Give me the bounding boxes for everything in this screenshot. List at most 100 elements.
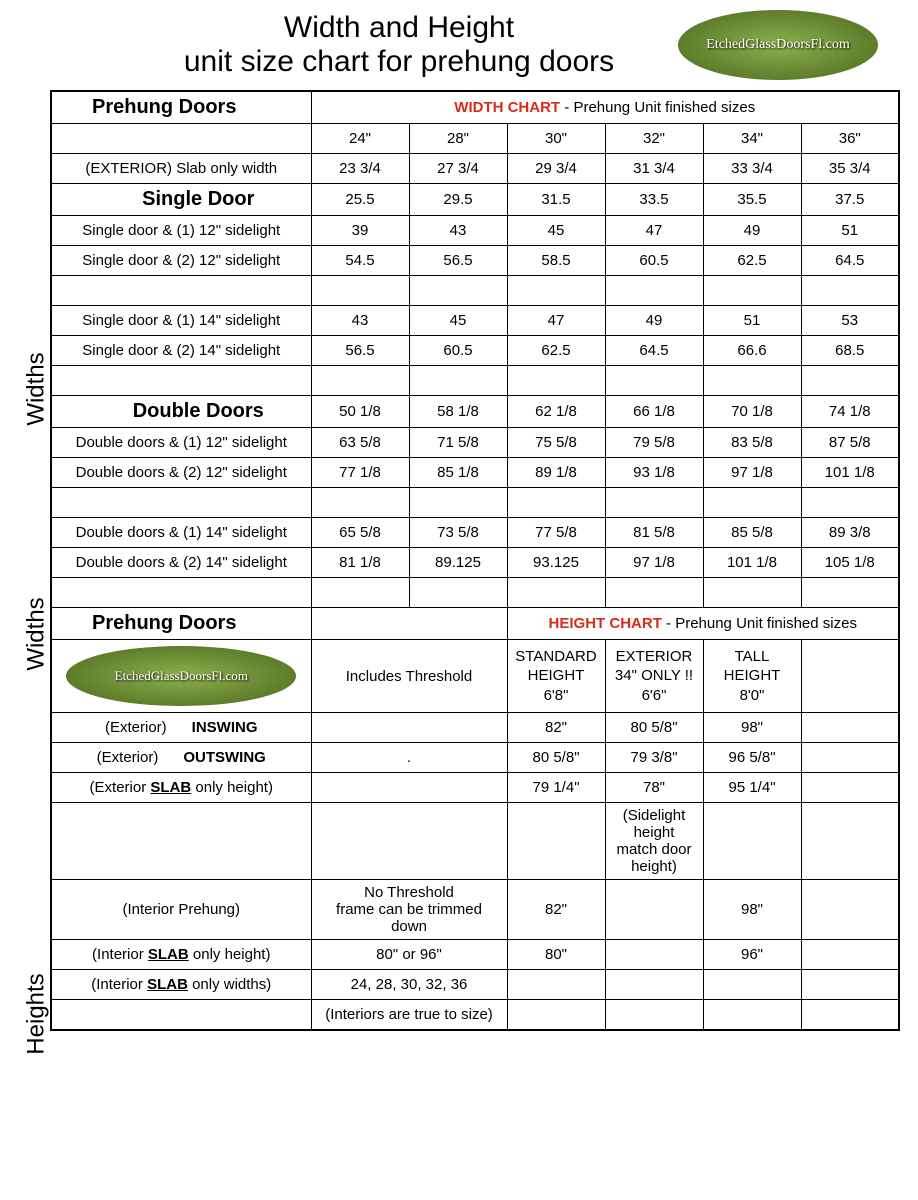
table-row: Double doors & (1) 14" sidelight65 5/873… xyxy=(51,518,899,548)
cell: 81 1/8 xyxy=(311,548,409,578)
cell xyxy=(801,366,899,396)
cell: 85 5/8 xyxy=(703,518,801,548)
cell xyxy=(801,743,899,773)
cell: 56.5 xyxy=(409,246,507,276)
row-label: Double doors & (2) 14" sidelight xyxy=(51,548,311,578)
table-row: Double doors & (1) 12" sidelight63 5/871… xyxy=(51,428,899,458)
cell: 71 5/8 xyxy=(409,428,507,458)
cell xyxy=(311,276,409,306)
table-row: Double Doors50 1/858 1/862 1/866 1/870 1… xyxy=(51,396,899,428)
logo-text-small: EtchedGlassDoorsFl.com xyxy=(115,668,248,684)
cell: 77 5/8 xyxy=(507,518,605,548)
table-row: Double doors & (2) 12" sidelight77 1/885… xyxy=(51,458,899,488)
row-label: (Exterior) OUTSWING xyxy=(51,743,311,773)
cell xyxy=(801,1000,899,1030)
cell: 62.5 xyxy=(703,246,801,276)
cell: 27 3/4 xyxy=(409,154,507,184)
cell: 80" xyxy=(507,940,605,970)
hcol-l2: HEIGHT xyxy=(724,667,781,684)
height-chart-title: HEIGHT CHART - Prehung Unit finished siz… xyxy=(507,608,899,640)
cell xyxy=(703,488,801,518)
width-chart-rest: - Prehung Unit finished sizes xyxy=(560,99,755,116)
cell: 35.5 xyxy=(703,184,801,216)
cell: 96 5/8" xyxy=(703,743,801,773)
side-label-heights: Heights xyxy=(23,973,51,1054)
hcol-l3: 6'6" xyxy=(642,687,667,704)
cell: 24, 28, 30, 32, 36 xyxy=(311,970,507,1000)
cell xyxy=(703,1000,801,1030)
cell: 79 5/8 xyxy=(605,428,703,458)
height-chart-rest: - Prehung Unit finished sizes xyxy=(662,615,857,632)
cell: No Threshold frame can be trimmed down xyxy=(311,880,507,940)
cell xyxy=(507,276,605,306)
title-block: Width and Height unit size chart for pre… xyxy=(40,11,678,79)
size-chart-table: Prehung Doors WIDTH CHART - Prehung Unit… xyxy=(50,90,900,1031)
cell: 93.125 xyxy=(507,548,605,578)
cell: 35 3/4 xyxy=(801,154,899,184)
cell: 101 1/8 xyxy=(801,458,899,488)
hcol-l3: 6'8" xyxy=(544,687,569,704)
row-label xyxy=(51,578,311,608)
row-label: (Interior SLAB only height) xyxy=(51,940,311,970)
cell xyxy=(703,803,801,880)
cell: 96" xyxy=(703,940,801,970)
row-label: Double doors & (2) 12" sidelight xyxy=(51,458,311,488)
cell xyxy=(605,880,703,940)
cell xyxy=(703,578,801,608)
table-row: Single door & (1) 14" sidelight434547495… xyxy=(51,306,899,336)
cell: 43 xyxy=(311,306,409,336)
cell: 58.5 xyxy=(507,246,605,276)
page-header: Width and Height unit size chart for pre… xyxy=(10,10,908,90)
cell xyxy=(605,488,703,518)
cell xyxy=(507,488,605,518)
table-row: (Interiors are true to size) xyxy=(51,1000,899,1030)
row-label: (Exterior SLAB only height) xyxy=(51,773,311,803)
cell: 95 1/4" xyxy=(703,773,801,803)
cell: 97 1/8 xyxy=(703,458,801,488)
cell xyxy=(801,880,899,940)
cell xyxy=(507,366,605,396)
col-30: 30" xyxy=(507,124,605,154)
table-row: (Interior SLAB only widths)24, 28, 30, 3… xyxy=(51,970,899,1000)
cell: 77 1/8 xyxy=(311,458,409,488)
cell: 49 xyxy=(605,306,703,336)
cell: 29.5 xyxy=(409,184,507,216)
cell: 79 3/8" xyxy=(605,743,703,773)
table-row xyxy=(51,366,899,396)
cell: 65 5/8 xyxy=(311,518,409,548)
table-row: Single door & (1) 12" sidelight394345474… xyxy=(51,216,899,246)
width-section-label: Prehung Doors xyxy=(51,91,311,124)
row-label: (Interior SLAB only widths) xyxy=(51,970,311,1000)
cell: 62 1/8 xyxy=(507,396,605,428)
cell xyxy=(801,970,899,1000)
cell: 31.5 xyxy=(507,184,605,216)
cell: 66 1/8 xyxy=(605,396,703,428)
cell xyxy=(605,1000,703,1030)
col-32: 32" xyxy=(605,124,703,154)
table-row: (Interior SLAB only height)80" or 96"80"… xyxy=(51,940,899,970)
cell xyxy=(801,276,899,306)
cell: 89 3/8 xyxy=(801,518,899,548)
hcol-l2: 34" ONLY !! xyxy=(615,667,693,684)
cell xyxy=(703,970,801,1000)
col-28: 28" xyxy=(409,124,507,154)
cell: 63 5/8 xyxy=(311,428,409,458)
cell: 93 1/8 xyxy=(605,458,703,488)
cell: 33 3/4 xyxy=(703,154,801,184)
row-label xyxy=(51,276,311,306)
table-row: (Sidelight height match door height) xyxy=(51,803,899,880)
cell xyxy=(311,366,409,396)
cell: 89.125 xyxy=(409,548,507,578)
hcol-standard: STANDARD HEIGHT 6'8" xyxy=(507,640,605,713)
table-row xyxy=(51,488,899,518)
cell: (Interiors are true to size) xyxy=(311,1000,507,1030)
cell: 80 5/8" xyxy=(507,743,605,773)
hcol-exterior34: EXTERIOR 34" ONLY !! 6'6" xyxy=(605,640,703,713)
cell: 78" xyxy=(605,773,703,803)
cell: 89 1/8 xyxy=(507,458,605,488)
cell: 31 3/4 xyxy=(605,154,703,184)
cell: 70 1/8 xyxy=(703,396,801,428)
cell: 60.5 xyxy=(409,336,507,366)
cell xyxy=(801,773,899,803)
cell xyxy=(801,488,899,518)
